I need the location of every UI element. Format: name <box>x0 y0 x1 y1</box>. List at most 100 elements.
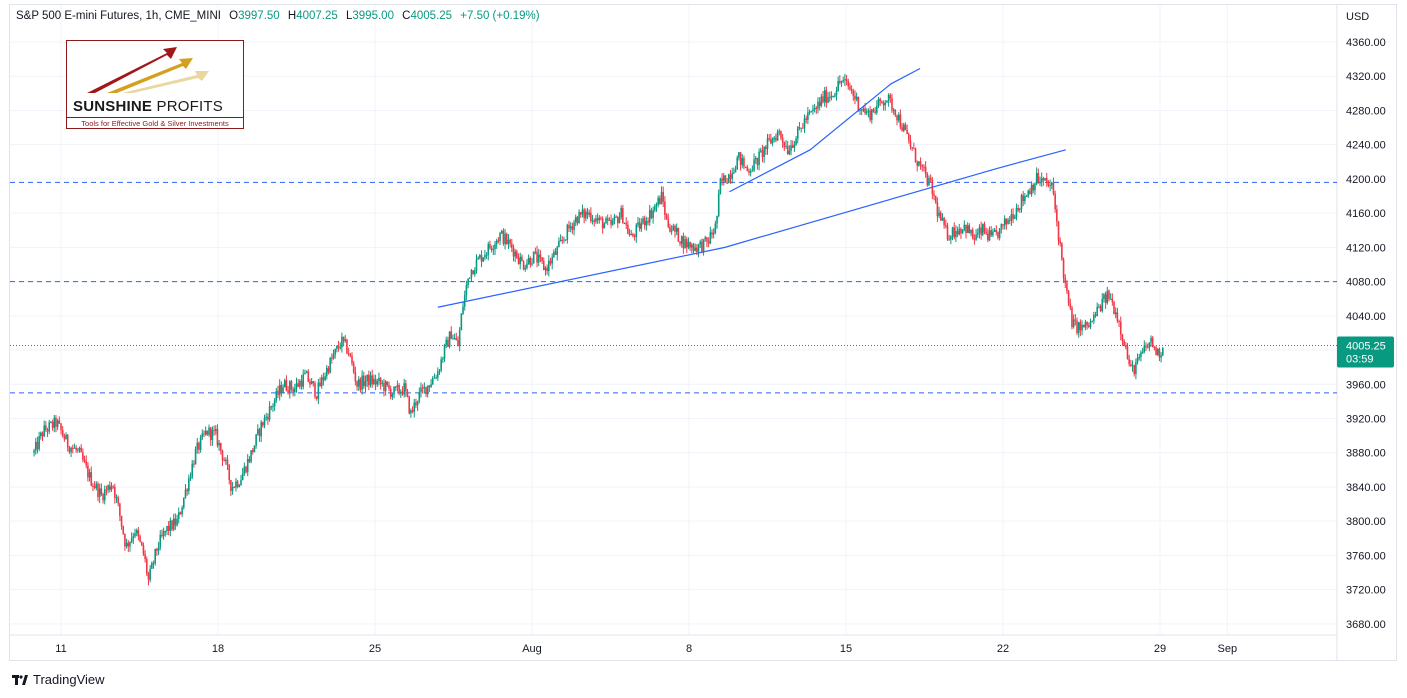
candle-body <box>331 358 333 360</box>
candle-body <box>516 251 518 258</box>
candle-body <box>167 525 170 531</box>
candle-body <box>692 244 695 251</box>
chart-frame[interactable] <box>9 4 1397 661</box>
candle-body <box>223 460 225 462</box>
candle-body <box>669 226 671 232</box>
candle-body <box>983 223 986 232</box>
candle-body <box>943 217 945 226</box>
candle-body <box>1010 214 1013 221</box>
candle-body <box>970 229 972 234</box>
candle-body <box>65 434 67 440</box>
candle-body <box>719 178 722 194</box>
candle-body <box>591 220 594 222</box>
candle-body <box>945 225 947 227</box>
candle-body <box>230 480 232 491</box>
candle-body <box>388 385 390 389</box>
candle-body <box>600 217 602 219</box>
x-tick-label: 25 <box>369 643 381 655</box>
candle-body <box>906 129 908 135</box>
candle-body <box>667 219 670 227</box>
candle-body <box>184 489 187 498</box>
high-value: 4007.25 <box>296 10 338 22</box>
candle-body <box>260 422 262 437</box>
candle-body <box>918 161 920 166</box>
trendline[interactable] <box>729 67 921 193</box>
candle-body <box>899 114 902 128</box>
candle-body <box>362 375 365 387</box>
candle-body <box>1101 298 1104 312</box>
candle-body <box>514 251 516 257</box>
candle-body <box>415 402 417 406</box>
candle-body <box>1093 314 1095 322</box>
candle-body <box>472 270 474 275</box>
candle-body <box>662 191 665 202</box>
candle-body <box>288 381 291 393</box>
candle-body <box>1040 178 1043 183</box>
candle-body <box>778 131 781 133</box>
candle-body <box>258 429 261 437</box>
candle-body <box>558 241 560 247</box>
candle-body <box>477 257 479 260</box>
candle-body <box>761 150 764 158</box>
candle-body <box>869 110 871 120</box>
last-price-value: 4005.25 <box>1346 341 1386 353</box>
candle-body <box>763 146 765 158</box>
candle-body <box>864 108 866 114</box>
candle-body <box>283 380 286 388</box>
candle-body <box>374 378 377 385</box>
candle-body <box>896 115 898 121</box>
candle-body <box>955 231 957 238</box>
candle-body <box>233 487 236 489</box>
candle-body <box>886 100 888 103</box>
candle-body <box>786 145 789 155</box>
candle-body <box>833 95 836 97</box>
candle-body <box>470 270 473 278</box>
logo-name-bold: SUNSHINE <box>73 98 153 115</box>
candle-body <box>186 489 188 492</box>
candle-body <box>443 344 446 359</box>
candle-body <box>34 441 37 451</box>
candle-body <box>208 427 210 435</box>
candle-body <box>1156 348 1159 355</box>
candle-body <box>568 224 570 229</box>
tradingview-footer[interactable]: TradingView <box>12 672 105 687</box>
candle-body <box>201 433 204 438</box>
candle-body <box>988 230 991 241</box>
candle-body <box>509 239 511 244</box>
x-tick-label: 29 <box>1154 643 1166 655</box>
candle-body <box>605 218 607 224</box>
candle-body <box>220 442 222 451</box>
candle-body <box>349 354 352 356</box>
candle-body <box>536 251 538 263</box>
candle-body <box>1039 182 1041 184</box>
candle-body <box>1061 243 1063 260</box>
candle-body <box>1121 334 1124 341</box>
candle-body <box>166 525 168 532</box>
candle-body <box>544 267 547 270</box>
candle-body <box>731 173 733 179</box>
candle-body <box>228 465 231 481</box>
candle-body <box>177 512 180 519</box>
x-tick-label: 18 <box>212 643 224 655</box>
candle-body <box>553 251 555 257</box>
x-tick-label: 15 <box>840 643 852 655</box>
candle-body <box>511 243 513 249</box>
symbol-label[interactable]: S&P 500 E-mini Futures, 1h, CME_MINI <box>16 10 221 22</box>
high-label: H <box>287 10 297 22</box>
candle-body <box>1064 277 1067 284</box>
candle-body <box>1131 365 1134 367</box>
candle-body <box>990 230 993 236</box>
candle-body <box>1155 347 1157 355</box>
candle-body <box>1124 346 1127 348</box>
candle-body <box>795 138 797 145</box>
candle-body <box>706 237 708 242</box>
candle-body <box>1050 182 1053 186</box>
trendline[interactable] <box>437 149 1066 308</box>
candle-body <box>615 216 617 218</box>
bar-countdown: 03:59 <box>1346 354 1374 366</box>
candle-body <box>294 388 296 393</box>
candle-body <box>595 218 597 222</box>
candle-body <box>172 518 175 530</box>
candle-body <box>812 109 814 111</box>
